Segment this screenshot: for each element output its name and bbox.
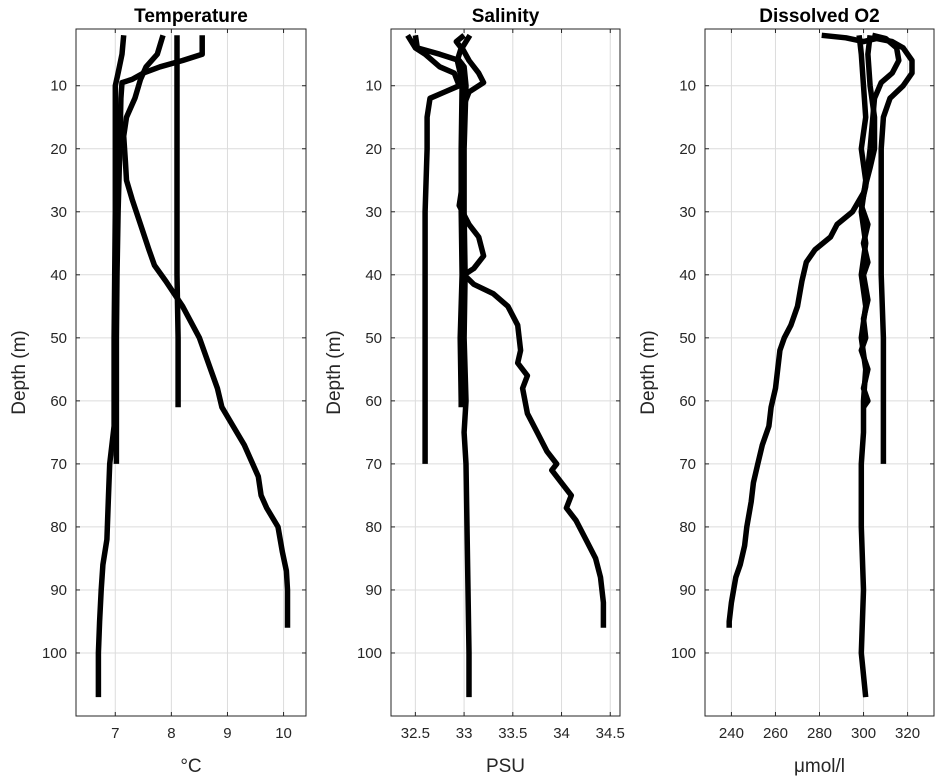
dissolved-o2-ytick-label: 20 [679,141,696,158]
temperature-ytick-label: 40 [50,267,67,284]
salinity-ytick-label: 60 [365,393,382,410]
temperature-title: Temperature [134,6,248,27]
temperature-profile-line-4 [113,35,205,464]
dissolved-o2-ytick-label: 70 [679,456,696,473]
dissolved-o2-xtick-label: 300 [851,725,876,742]
dissolved-o2-ytick-label: 100 [671,645,696,662]
dissolved-o2-ytick-label: 80 [679,519,696,536]
dissolved-o2-profile-line-4 [726,34,878,628]
dissolved-o2-xtick-label: 240 [719,725,744,742]
salinity-profile-line-2 [405,33,462,464]
dissolved-o2-ytick-label: 50 [679,330,696,347]
temperature-ylabel: Depth (m) [9,330,30,414]
dissolved-o2-ytick-label: 90 [679,582,696,599]
temperature-ytick-label: 10 [50,78,67,95]
temperature-xtick-label: 9 [223,725,231,742]
salinity-ytick-label: 100 [357,645,382,662]
temperature-ytick-label: 60 [50,393,67,410]
temperature-ytick-label: 90 [50,582,67,599]
dissolved-o2-title: Dissolved O2 [759,6,879,27]
salinity-plot: 32.5 33 33.5 34 34.5 10 20 30 40 50 60 70 80 90 100 Sal… [324,6,625,777]
salinity-ytick-label: 30 [365,204,382,221]
dissolved-o2-ytick-label: 30 [679,204,696,221]
salinity-ytick-label: 10 [365,78,382,95]
temperature-profile-line-2 [174,35,181,408]
salinity-ytick-label: 80 [365,519,382,536]
temperature-ytick-label: 20 [50,141,67,158]
temperature-ytick-label: 70 [50,456,67,473]
temperature-ytick-label: 80 [50,519,67,536]
dissolved-o2-xlabel: μmol/l [794,756,845,777]
dissolved-o2-ylabel: Depth (m) [638,330,659,414]
temperature-xlabel: °C [180,756,201,777]
temperature-axes-frame [75,28,307,717]
temperature-xtick-label: 10 [275,725,292,742]
temperature-plot: 7 8 9 10 10 20 30 40 50 60 70 80 90 100 Temperature °C D… [9,6,307,777]
temperature-ytick-label: 100 [42,645,67,662]
salinity-xtick-label: 32.5 [401,725,430,742]
dissolved-o2-profile-line-3 [856,34,869,698]
dissolved-o2-ytick-label: 60 [679,393,696,410]
salinity-xtick-label: 33 [456,725,473,742]
salinity-xtick-label: 34 [553,725,570,742]
temperature-xtick-label: 7 [111,725,119,742]
salinity-ylabel: Depth (m) [324,330,345,414]
salinity-ytick-label: 90 [365,582,382,599]
salinity-xtick-label: 34.5 [596,725,625,742]
temperature-profile-line-3 [120,34,291,628]
salinity-ytick-label: 70 [365,456,382,473]
dissolved-o2-xtick-label: 320 [895,725,920,742]
salinity-ytick-label: 50 [365,330,382,347]
salinity-title: Salinity [472,6,540,27]
salinity-ytick-label: 40 [365,267,382,284]
temperature-ytick-label: 50 [50,330,67,347]
salinity-profile-line-4 [412,34,472,698]
dissolved-o2-xtick-label: 260 [763,725,788,742]
salinity-xlabel: PSU [486,756,525,777]
dissolved-o2-ytick-label: 10 [679,78,696,95]
temperature-xtick-label: 8 [167,725,175,742]
salinity-ytick-label: 20 [365,141,382,158]
dissolved-o2-plot: 240 260 280 300 320 10 20 30 40 50 60 70 80 90 100 Diss… [638,6,935,777]
dissolved-o2-ytick-label: 40 [679,267,696,284]
temperature-ytick-label: 30 [50,204,67,221]
salinity-xtick-label: 33.5 [498,725,527,742]
dissolved-o2-xtick-label: 280 [807,725,832,742]
salinity-axes-frame [390,28,621,717]
